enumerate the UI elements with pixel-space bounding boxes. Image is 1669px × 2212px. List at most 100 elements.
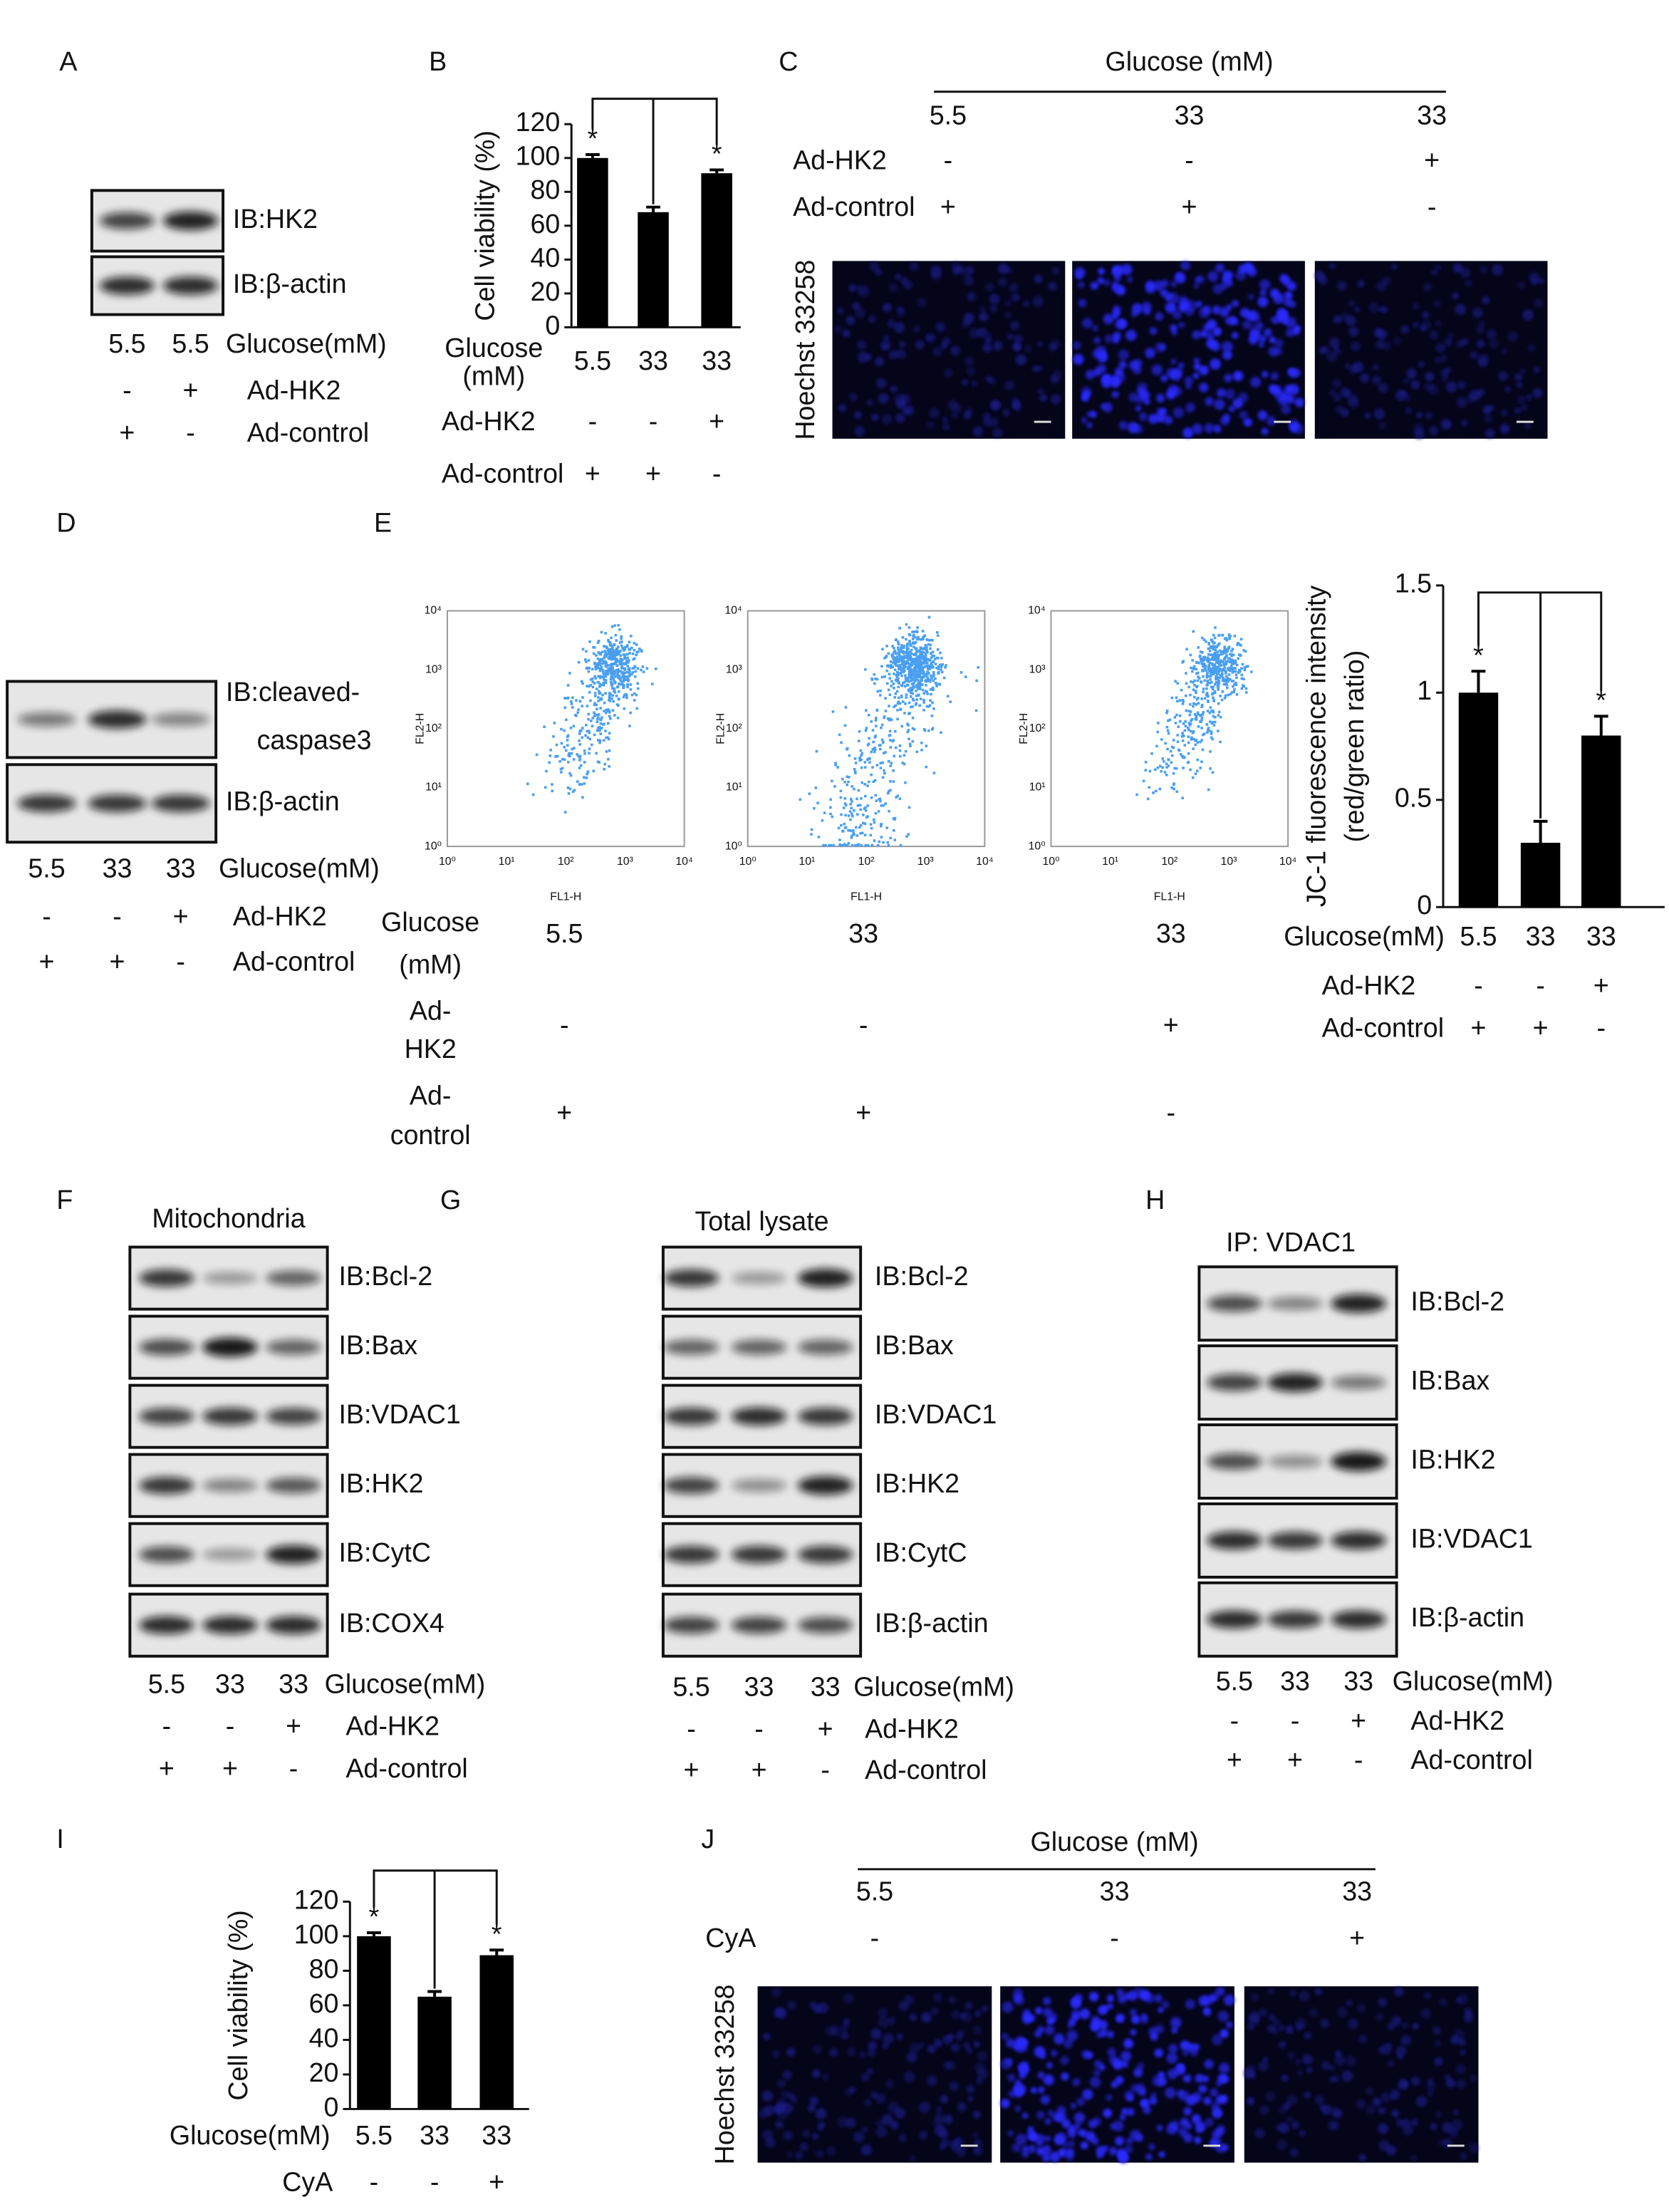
nucleus	[1183, 2107, 1192, 2116]
y-tick-label: 100	[294, 1919, 339, 1949]
flow-dot	[1212, 633, 1215, 637]
nucleus	[1036, 2141, 1043, 2148]
condition-value: -	[1185, 145, 1194, 175]
y-tick-label: 120	[516, 107, 561, 137]
flow-dot	[907, 647, 910, 650]
nucleus	[1005, 2058, 1013, 2066]
flow-dot	[600, 697, 603, 700]
flow-dot	[917, 668, 921, 671]
flow-dot	[880, 726, 883, 729]
flow-dot	[1214, 716, 1217, 719]
flow-dot	[904, 781, 907, 784]
flow-dot	[597, 700, 600, 702]
flow-dot	[592, 769, 596, 773]
flow-dot	[618, 662, 622, 665]
nucleus	[874, 356, 885, 367]
condition-value: 33	[215, 1668, 245, 1698]
flow-dot	[1187, 741, 1190, 744]
condition-value: +	[1593, 970, 1609, 1000]
flow-dot	[897, 643, 900, 646]
flow-dot	[1176, 740, 1180, 743]
nucleus	[1393, 1987, 1404, 1997]
blot-label: caspase3	[257, 725, 372, 755]
flow-dot	[856, 843, 859, 847]
nucleus	[1158, 2151, 1165, 2158]
flow-dot	[904, 674, 907, 677]
flow-dot	[1233, 683, 1236, 686]
flow-dot	[1193, 695, 1196, 699]
flow-dot	[915, 649, 918, 653]
flow-dot	[1192, 702, 1195, 705]
flow-dot	[1166, 729, 1170, 732]
nucleus	[1192, 423, 1203, 435]
nucleus	[1273, 2019, 1280, 2026]
flow-dot	[1192, 630, 1195, 633]
nucleus	[816, 2125, 823, 2131]
flow-dot	[598, 662, 601, 665]
flow-dot	[1216, 677, 1219, 680]
flow-dot	[937, 668, 940, 670]
flow-dot	[1223, 666, 1227, 670]
flow-dot	[588, 640, 591, 643]
flow-dot	[1203, 697, 1207, 700]
nucleus	[783, 2130, 794, 2141]
flow-dot	[929, 699, 932, 702]
condition-value: -	[859, 1010, 868, 1040]
flow-dot	[848, 754, 851, 757]
flow-dot	[593, 682, 596, 685]
flow-dot	[866, 758, 869, 762]
flow-dot	[913, 659, 915, 662]
nucleus	[1442, 2122, 1453, 2133]
nucleus	[1034, 2046, 1046, 2058]
flow-dot	[1192, 680, 1195, 684]
flow-dot	[535, 753, 539, 757]
nucleus	[1209, 1995, 1216, 2002]
flow-dot	[585, 777, 588, 779]
flow-dot	[626, 675, 630, 678]
nucleus	[1239, 410, 1248, 420]
nucleus	[1160, 375, 1168, 382]
flow-dot	[566, 697, 568, 700]
flow-dot	[908, 657, 911, 660]
flow-dot	[1161, 766, 1164, 769]
flow-dot	[586, 705, 589, 707]
flow-dot	[1212, 715, 1215, 718]
flow-dot	[900, 695, 903, 697]
flow-dot	[895, 657, 898, 660]
condition-label: Ad-control	[1410, 1745, 1532, 1775]
nucleus	[1009, 321, 1020, 331]
flow-dot	[606, 672, 609, 675]
nucleus	[1219, 307, 1229, 317]
flow-dot	[588, 731, 591, 734]
flow-dot	[914, 673, 917, 676]
y-axis-label: Cell viability (%)	[223, 1910, 253, 2101]
flow-dot	[1213, 663, 1217, 666]
flow-dot	[926, 650, 929, 654]
flow-dot	[930, 666, 932, 669]
flow-dot	[928, 665, 931, 668]
nucleus	[926, 420, 935, 430]
nucleus	[1430, 331, 1438, 340]
flow-dot	[580, 680, 583, 683]
flow-dot	[903, 680, 906, 684]
nucleus	[1534, 298, 1544, 308]
flow-dot	[924, 660, 927, 664]
flow-dot	[631, 671, 635, 674]
flow-dot	[607, 653, 610, 655]
nucleus	[763, 2032, 771, 2040]
flow-dot	[618, 674, 621, 677]
flow-dot	[908, 806, 911, 809]
nucleus	[1116, 2148, 1127, 2159]
flow-x-tick: 10⁰	[1042, 856, 1059, 868]
flow-dot	[840, 813, 843, 816]
flow-dot	[1175, 696, 1178, 700]
flow-dot	[851, 834, 853, 838]
flow-dot	[911, 638, 915, 640]
flow-dot	[1181, 660, 1184, 664]
condition-label: Glucose(mM)	[1393, 1666, 1554, 1696]
flow-dot	[880, 665, 883, 668]
panel-letter: B	[429, 46, 447, 76]
nucleus	[1130, 2029, 1137, 2036]
flow-dot	[620, 640, 623, 643]
flow-dot	[908, 675, 910, 679]
